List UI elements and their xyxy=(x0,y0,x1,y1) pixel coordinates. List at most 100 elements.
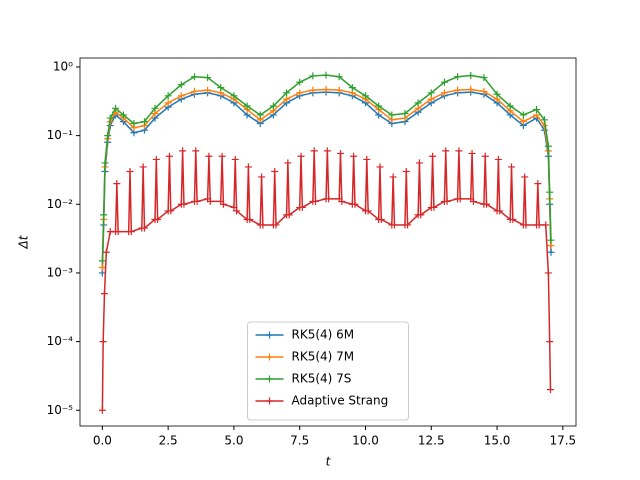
point-marker xyxy=(113,180,121,188)
point-marker xyxy=(165,152,173,160)
point-marker xyxy=(98,406,106,414)
point-marker xyxy=(112,104,120,112)
plot-area xyxy=(98,71,555,414)
point-marker xyxy=(192,147,200,155)
point-marker xyxy=(404,221,412,229)
point-marker xyxy=(506,102,514,110)
point-marker xyxy=(283,89,291,97)
point-marker xyxy=(231,155,239,163)
point-marker xyxy=(351,200,359,208)
point-marker xyxy=(309,72,317,80)
legend-marker xyxy=(266,397,273,405)
point-marker xyxy=(544,269,552,277)
x-tick-label: 10.0 xyxy=(352,434,379,448)
point-marker xyxy=(180,200,188,208)
point-marker xyxy=(535,221,543,229)
legend-label: Adaptive Strang xyxy=(292,394,389,408)
point-marker xyxy=(205,152,213,160)
point-marker xyxy=(322,85,330,93)
point-marker xyxy=(164,92,172,100)
point-marker xyxy=(336,149,344,157)
point-marker xyxy=(361,92,369,100)
legend-marker xyxy=(266,353,273,361)
point-marker xyxy=(285,211,293,219)
point-marker xyxy=(364,207,372,215)
y-tick-label: 10⁻⁴ xyxy=(47,334,74,348)
point-marker xyxy=(101,159,109,167)
point-marker xyxy=(310,147,318,155)
point-marker xyxy=(335,73,343,81)
point-marker xyxy=(469,197,477,205)
point-marker xyxy=(454,73,462,81)
point-marker xyxy=(272,221,280,229)
point-marker xyxy=(140,224,148,232)
point-marker xyxy=(546,188,554,196)
point-marker xyxy=(468,149,476,157)
point-marker xyxy=(164,99,172,107)
point-marker xyxy=(467,85,475,93)
point-marker xyxy=(243,102,251,110)
point-marker xyxy=(127,228,135,236)
y-tick-label: 10⁰ xyxy=(53,59,73,73)
point-marker xyxy=(377,216,385,224)
point-marker xyxy=(454,86,462,94)
point-marker xyxy=(130,120,138,128)
x-tick-label: 17.5 xyxy=(549,434,576,448)
point-marker xyxy=(98,264,106,272)
point-marker xyxy=(312,197,320,205)
point-marker xyxy=(547,236,555,244)
point-marker xyxy=(546,386,554,394)
point-marker xyxy=(375,102,383,110)
point-marker xyxy=(167,207,175,215)
point-marker xyxy=(296,89,304,97)
point-marker xyxy=(456,195,464,203)
x-tick-label: 7.5 xyxy=(290,434,309,448)
point-marker xyxy=(442,147,450,155)
point-marker xyxy=(218,152,226,160)
point-marker xyxy=(496,207,504,215)
point-marker xyxy=(534,180,542,188)
legend-label: RK5(4) 6M xyxy=(292,328,355,342)
point-marker xyxy=(217,84,225,92)
point-marker xyxy=(483,200,491,208)
point-marker xyxy=(389,173,397,181)
point-marker xyxy=(508,163,516,171)
point-marker xyxy=(283,95,291,103)
legend-label: RK5(4) 7M xyxy=(292,350,355,364)
point-marker xyxy=(335,86,343,94)
point-marker xyxy=(519,118,527,126)
legend-marker xyxy=(266,331,273,339)
legend-label: RK5(4) 7S xyxy=(292,372,352,386)
point-marker xyxy=(297,152,305,160)
point-marker xyxy=(233,207,241,215)
point-marker xyxy=(102,248,110,256)
point-marker xyxy=(100,211,108,219)
x-tick-label: 2.5 xyxy=(159,434,178,448)
point-marker xyxy=(193,197,201,205)
point-marker xyxy=(521,173,529,181)
point-marker xyxy=(363,155,371,163)
point-marker xyxy=(284,159,292,167)
point-marker xyxy=(219,200,227,208)
point-marker xyxy=(440,78,448,86)
point-marker xyxy=(427,89,435,97)
point-marker xyxy=(480,74,488,82)
point-marker xyxy=(179,147,187,155)
point-marker xyxy=(494,155,502,163)
point-marker xyxy=(99,338,107,346)
point-marker xyxy=(547,248,555,256)
point-marker xyxy=(206,197,214,205)
point-marker xyxy=(256,111,264,119)
x-tick-label: 12.5 xyxy=(418,434,445,448)
point-marker xyxy=(401,109,409,117)
point-marker xyxy=(481,152,489,160)
point-marker xyxy=(480,87,488,95)
point-marker xyxy=(322,71,330,79)
point-marker xyxy=(177,92,185,100)
point-marker xyxy=(417,211,425,219)
point-marker xyxy=(325,195,333,203)
point-marker xyxy=(230,92,238,100)
point-marker xyxy=(269,102,277,110)
point-marker xyxy=(376,163,384,171)
